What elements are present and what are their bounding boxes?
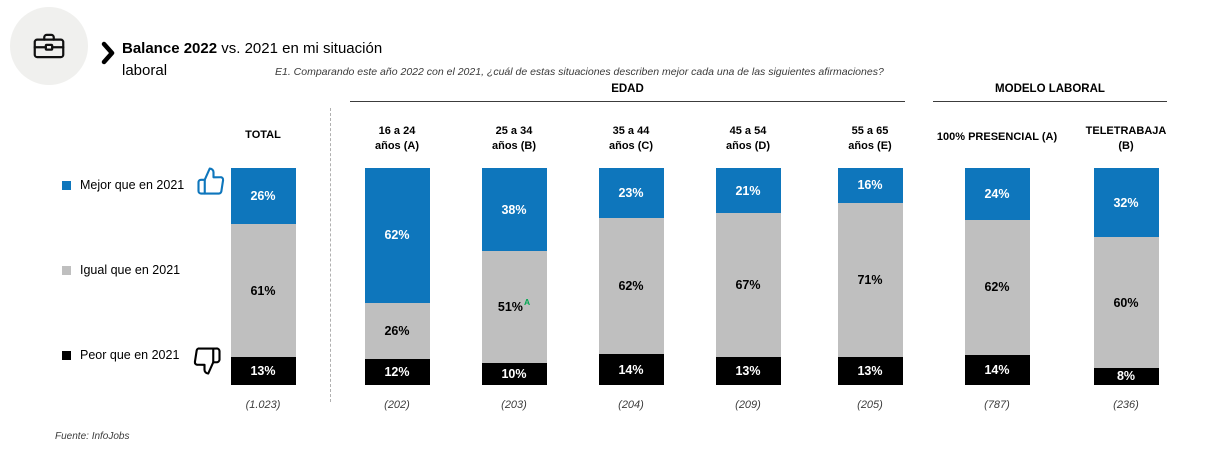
- group-underline-edad: [350, 101, 905, 102]
- base-size-label: (204): [618, 399, 644, 411]
- base-size-label: (205): [857, 399, 883, 411]
- page-title-bold: Balance 2022: [122, 40, 218, 57]
- group-header-modelo: MODELO LABORAL: [995, 83, 1105, 95]
- segment-value-label: 26%: [384, 323, 410, 338]
- base-size-label: (203): [501, 399, 527, 411]
- bar-segment: 14%: [964, 354, 1030, 385]
- total-separator-line: [330, 108, 331, 402]
- bar-segment: 12%: [364, 358, 430, 385]
- bar-segment: 71%: [837, 202, 903, 357]
- bar-segment: 62%: [964, 220, 1030, 355]
- segment-value-label: 13%: [857, 363, 883, 378]
- bar-segment: 32%: [1093, 168, 1159, 238]
- segment-value-label: 67%: [735, 278, 761, 293]
- legend-item-peor: Peor que en 2021: [62, 348, 179, 362]
- bar-segment: 13%: [837, 356, 903, 385]
- stacked-bar: 21% 67% 13%: [715, 168, 781, 385]
- column-header: 16 a 24 años (A): [375, 125, 419, 152]
- page-title-rest: vs. 2021 en mi situación laboral: [122, 40, 383, 79]
- segment-value-label: 14%: [618, 362, 644, 377]
- base-size-label: (1.023): [245, 399, 281, 411]
- column-header: TELETRABAJA (B): [1085, 125, 1167, 152]
- segment-value-label: 32%: [1113, 195, 1139, 210]
- segment-value-label: 12%: [384, 364, 410, 379]
- segment-value-label: 62%: [984, 280, 1010, 295]
- bar-segment: 62%: [364, 168, 430, 303]
- bar-segment: 13%: [230, 356, 296, 385]
- stacked-bar: 62% 26% 12%: [364, 168, 430, 385]
- thumbs-down-icon: [192, 346, 222, 381]
- segment-value-label: 24%: [984, 187, 1010, 202]
- legend-swatch-mejor: [62, 180, 71, 190]
- briefcase-icon: [10, 7, 88, 85]
- stacked-bar: 24% 62% 14%: [964, 168, 1030, 385]
- bar-segment: 26%: [230, 168, 296, 225]
- legend-item-igual: Igual que en 2021: [62, 263, 180, 277]
- legend-label-mejor: Mejor que en 2021: [80, 178, 185, 192]
- segment-value-label: 61%: [250, 283, 276, 298]
- legend-item-mejor: Mejor que en 2021: [62, 178, 184, 192]
- segment-value-label: 38%: [501, 202, 527, 217]
- legend-label-igual: Igual que en 2021: [80, 263, 181, 277]
- bar-segment: 62%: [598, 218, 664, 355]
- segment-value-label: 26%: [250, 189, 276, 204]
- segment-value-label: 23%: [618, 186, 644, 201]
- base-size-label: (202): [384, 399, 410, 411]
- segment-value-label: 51%: [497, 300, 523, 315]
- survey-question: E1. Comparando este año 2022 con el 2021…: [275, 66, 884, 78]
- bar-segment: 8%: [1093, 367, 1159, 385]
- bar-segment: 61%: [230, 224, 296, 357]
- group-header-edad: EDAD: [611, 83, 644, 95]
- group-underline-modelo: [933, 101, 1167, 102]
- source-note: Fuente: InfoJobs: [55, 431, 130, 442]
- segment-value-label: 14%: [984, 362, 1010, 377]
- bar-segment: 26%: [364, 302, 430, 359]
- segment-value-label: 10%: [501, 367, 527, 382]
- bar-segment: 51% A: [481, 251, 547, 364]
- column-header: 25 a 34 años (B): [492, 125, 536, 152]
- significance-mark: A: [523, 297, 531, 308]
- segment-value-label: 16%: [857, 178, 883, 193]
- segment-value-label: 62%: [618, 279, 644, 294]
- segment-value-label: 8%: [1116, 369, 1136, 384]
- base-size-label: (787): [984, 399, 1010, 411]
- bar-segment: 23%: [598, 168, 664, 219]
- column-header: TOTAL: [245, 129, 281, 141]
- legend-swatch-igual: [62, 265, 71, 275]
- stacked-bar: 32% 60% 8%: [1093, 168, 1159, 385]
- base-size-label: (236): [1113, 399, 1139, 411]
- bar-segment: 67%: [715, 213, 781, 358]
- legend-label-peor: Peor que en 2021: [80, 348, 180, 362]
- column-header: 55 a 65 años (E): [848, 125, 892, 152]
- column-header: 35 a 44 años (C): [609, 125, 653, 152]
- chevron-right-icon: [101, 41, 115, 65]
- segment-value-label: 13%: [250, 363, 276, 378]
- thumbs-up-icon: [196, 166, 226, 201]
- bar-segment: 60%: [1093, 237, 1159, 368]
- base-size-label: (209): [735, 399, 761, 411]
- bar-segment: 13%: [715, 357, 781, 385]
- page-title: Balance 2022 vs. 2021 en mi situación la…: [122, 38, 390, 82]
- stacked-bar: 16% 71% 13%: [837, 168, 903, 385]
- segment-value-label: 13%: [735, 364, 761, 378]
- bar-segment: 16%: [837, 168, 903, 203]
- bar-segment: 14%: [598, 354, 664, 385]
- segment-value-label: 21%: [735, 183, 761, 198]
- column-header: 100% PRESENCIAL (A): [936, 131, 1058, 143]
- stacked-bar: 38% 51% A 10%: [481, 168, 547, 385]
- stacked-bar: 23% 62% 14%: [598, 168, 664, 385]
- bar-segment: 21%: [715, 168, 781, 214]
- segment-value-label: 71%: [857, 272, 883, 287]
- bar-segment: 24%: [964, 168, 1030, 221]
- bar-segment: 10%: [481, 363, 547, 385]
- stacked-bar: 26% 61% 13%: [230, 168, 296, 385]
- segment-value-label: 62%: [384, 228, 410, 243]
- bar-segment: 38%: [481, 168, 547, 252]
- legend-swatch-peor: [62, 350, 71, 360]
- segment-value-label: 60%: [1113, 295, 1139, 310]
- column-header: 45 a 54 años (D): [726, 125, 770, 152]
